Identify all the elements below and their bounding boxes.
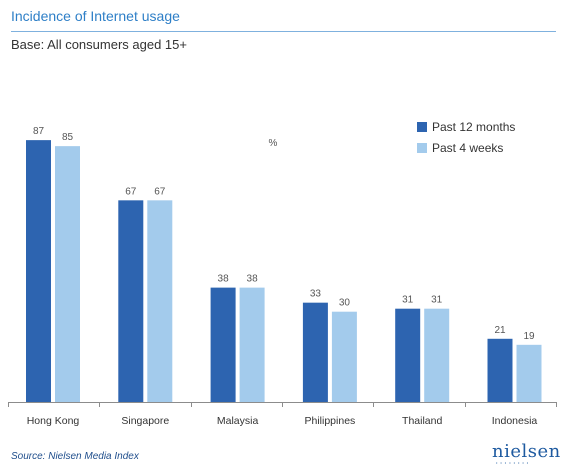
bar-past-4-weeks — [239, 287, 265, 402]
bar-past-4-weeks — [424, 308, 450, 402]
data-label: 31 — [431, 295, 443, 306]
bar-past-12-months — [118, 200, 144, 402]
data-label: 30 — [339, 298, 351, 309]
bar-past-12-months — [395, 308, 421, 402]
data-label: 33 — [310, 289, 322, 300]
nielsen-logo: nielsen — [492, 441, 561, 462]
data-label: 38 — [247, 274, 259, 285]
legend-swatch — [417, 122, 427, 132]
bars-group — [26, 140, 542, 402]
x-tick-label: Hong Kong — [27, 415, 80, 427]
data-label: 38 — [218, 274, 230, 285]
legend: Past 12 months Past 4 weeks — [417, 120, 515, 155]
legend-swatch — [417, 143, 427, 153]
bar-past-12-months — [487, 338, 513, 402]
logo-dots: •••••••• — [496, 460, 532, 465]
data-label: 21 — [494, 325, 506, 336]
x-tick-label: Indonesia — [492, 415, 538, 427]
x-tick-label: Singapore — [121, 415, 169, 427]
bar-past-4-weeks — [331, 311, 357, 402]
data-label: 67 — [125, 186, 137, 197]
bar-past-12-months — [26, 140, 51, 402]
data-label: 67 — [154, 186, 166, 197]
x-tick-label: Philippines — [305, 415, 356, 427]
source-note: Source: Nielsen Media Index — [11, 451, 139, 462]
bar-past-12-months — [302, 302, 328, 402]
bar-past-12-months — [210, 287, 236, 402]
title-divider — [11, 31, 556, 32]
x-tick-label: Thailand — [402, 415, 442, 427]
chart-title: Incidence of Internet usage — [11, 8, 180, 24]
chart-subtitle: Base: All consumers aged 15+ — [11, 37, 187, 52]
data-label: 85 — [62, 132, 74, 143]
unit-label: % — [269, 138, 278, 149]
bar-past-4-weeks — [147, 200, 173, 402]
data-label: 19 — [523, 331, 535, 342]
data-label: 31 — [402, 295, 414, 306]
bar-past-4-weeks — [55, 146, 80, 402]
legend-label: Past 12 months — [432, 120, 515, 134]
data-label: 87 — [33, 126, 45, 137]
x-tick-label: Malaysia — [217, 415, 259, 427]
data-labels-group: 87 85 67 67 38 38 33 30 31 31 21 19 — [33, 126, 535, 342]
bar-past-4-weeks — [516, 344, 542, 402]
x-axis: Hong Kong Singapore Malaysia Philippines Tha… — [8, 402, 557, 427]
legend-label: Past 4 weeks — [432, 141, 503, 155]
